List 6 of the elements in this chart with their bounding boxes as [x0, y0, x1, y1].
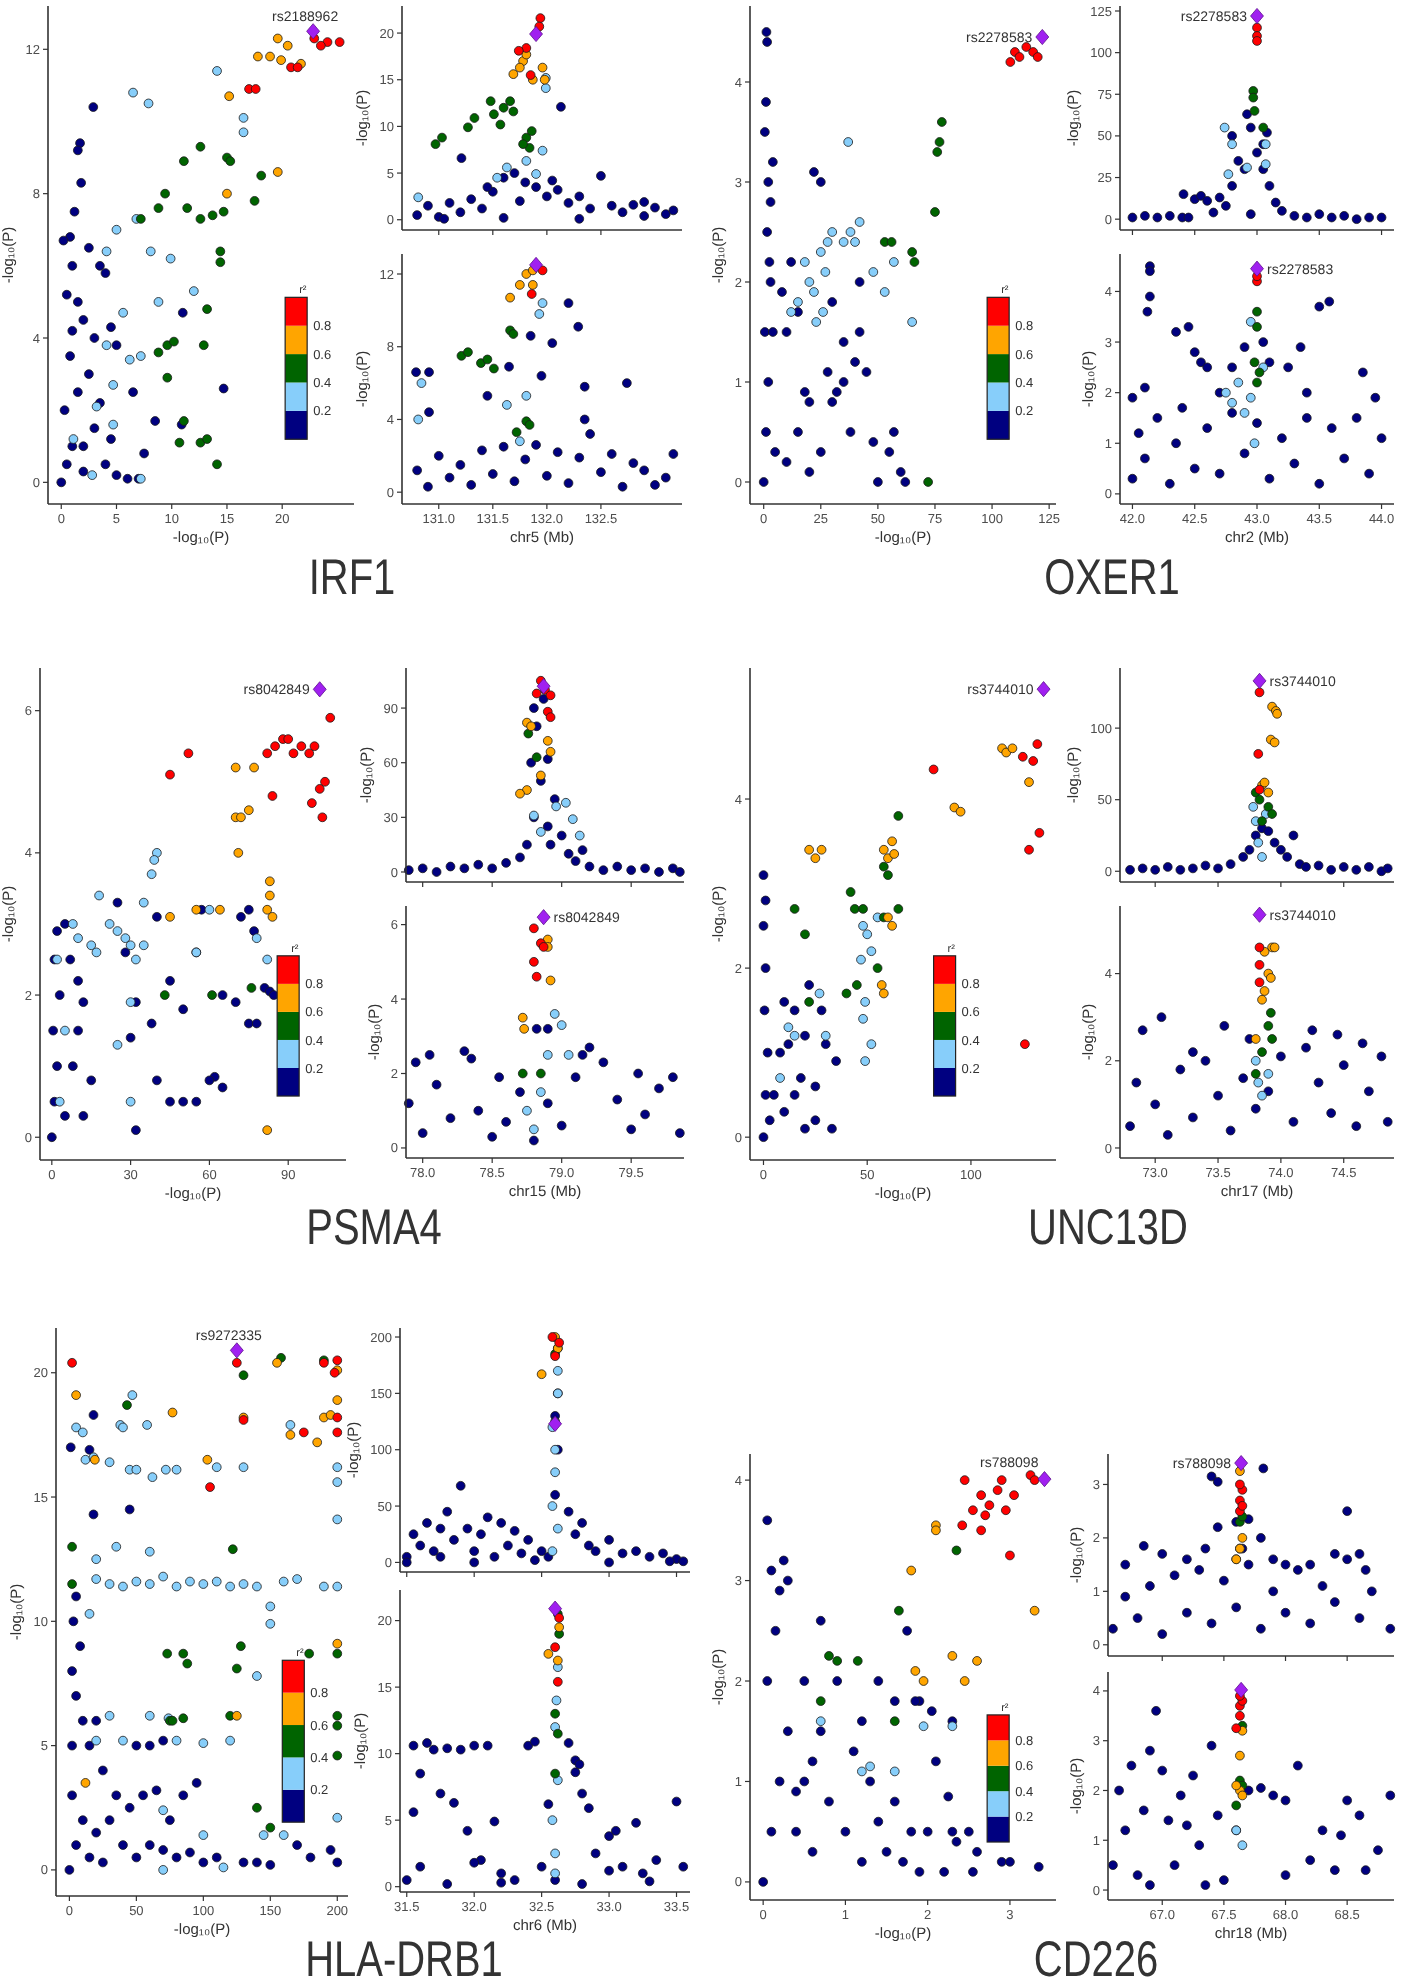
text: PSMA4	[306, 1199, 442, 1256]
text: HLA-DRB1	[305, 1931, 503, 1982]
text: IRF1	[308, 549, 396, 606]
text: CD226	[1033, 1931, 1159, 1982]
text: OXER1	[1044, 549, 1180, 606]
text: UNC13D	[1028, 1199, 1188, 1256]
